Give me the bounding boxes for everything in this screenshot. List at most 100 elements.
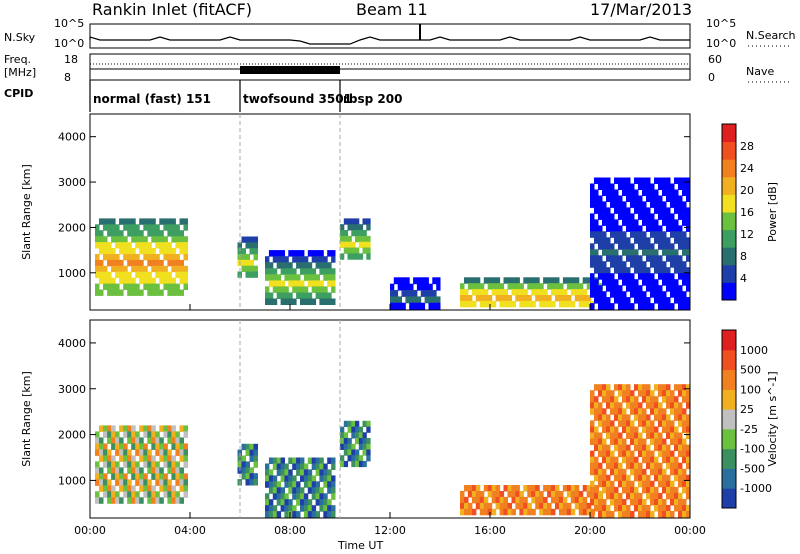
velocity-cell [519, 491, 524, 498]
velocity-cell [646, 450, 651, 458]
power-cell [539, 300, 544, 308]
velocity-cell [610, 438, 615, 445]
velocity-colorbar-cell [722, 468, 736, 489]
velocity-cell [475, 496, 481, 504]
velocity-cell [590, 396, 595, 403]
power-cell [626, 267, 631, 274]
velocity-cell [630, 438, 635, 445]
velocity-cell [662, 414, 667, 421]
velocity-cell [590, 402, 595, 409]
velocity-cell [167, 467, 172, 474]
power-cell [602, 261, 607, 268]
power-cell [175, 236, 180, 243]
velocity-cell [666, 450, 671, 458]
power-cell [674, 207, 679, 214]
power-cell [614, 195, 619, 202]
velocity-cell [574, 496, 580, 504]
velocity-cell [602, 390, 607, 397]
power-cell [351, 218, 356, 225]
power-cell [674, 189, 679, 196]
velocity-cell [147, 461, 152, 468]
velocity-cell [670, 408, 675, 415]
power-cell [630, 291, 635, 298]
power-cell [570, 283, 576, 290]
velocity-cell [610, 408, 615, 415]
cpid-label: CPID [4, 87, 34, 100]
velocity-cell [662, 499, 667, 506]
power-cell [307, 292, 313, 299]
velocity-cell [123, 491, 128, 498]
velocity-cell [622, 438, 627, 445]
velocity-cell [139, 449, 144, 456]
power-cell [119, 218, 124, 225]
velocity-cell [670, 462, 675, 470]
velocity-cell [682, 474, 687, 482]
velocity-cell [646, 474, 651, 482]
velocity-cell [670, 432, 675, 439]
power-cell [531, 283, 536, 290]
power-cell [686, 267, 691, 274]
velocity-cell [618, 511, 623, 518]
velocity-cell [582, 508, 588, 516]
power-cell [99, 271, 104, 279]
power-cell [265, 268, 270, 275]
velocity-cell [99, 485, 104, 492]
power-cell [626, 219, 631, 226]
power-cell [119, 271, 124, 279]
velocity-cell [135, 443, 140, 450]
power-cell [602, 207, 607, 214]
velocity-cell [159, 473, 164, 480]
velocity-cell [614, 432, 619, 439]
velocity-cell [515, 496, 520, 504]
power-cell [678, 207, 683, 214]
velocity-cell [507, 491, 512, 498]
velocity-cell [300, 475, 305, 482]
power-cell [614, 225, 619, 232]
velocity-cell [487, 502, 493, 510]
velocity-cell [638, 432, 643, 439]
velocity-cell [103, 491, 108, 498]
power-cell [638, 273, 643, 280]
velocity-cell [634, 492, 639, 500]
velocity-cell [245, 461, 250, 468]
velocity-cell [614, 505, 619, 512]
power-cell [179, 230, 184, 237]
velocity-cell [566, 502, 572, 510]
power-cell [590, 183, 595, 190]
power-cell [303, 268, 309, 275]
velocity-cell [119, 479, 124, 486]
power-cell [95, 283, 100, 290]
power-cell [622, 261, 627, 268]
power-cell [650, 201, 655, 208]
power-cell [99, 265, 104, 273]
velocity-cell [179, 497, 184, 504]
power-cell [483, 277, 489, 284]
velocity-cell [598, 505, 603, 512]
power-cell [650, 231, 655, 238]
velocity-cell [331, 511, 336, 518]
velocity-cell [123, 485, 128, 492]
power-cell [598, 291, 603, 298]
velocity-cell [666, 432, 671, 439]
velocity-cell [464, 485, 469, 492]
velocity-cell [654, 499, 659, 506]
power-cell [471, 289, 477, 296]
velocity-cell [674, 499, 679, 506]
velocity-cell [143, 431, 148, 438]
velocity-cell [507, 485, 512, 492]
velocity-cell [351, 420, 356, 427]
power-cell [167, 277, 172, 285]
velocity-cell [319, 457, 324, 464]
power-cell [280, 292, 285, 299]
power-cell [547, 295, 552, 302]
velocity-cell [682, 511, 687, 518]
power-cell [642, 177, 647, 184]
power-cell [618, 267, 623, 274]
power-cell [670, 255, 675, 262]
velocity-cell [249, 479, 254, 486]
velocity-colorbar-cell [722, 330, 736, 351]
velocity-cell [678, 468, 683, 476]
velocity-cell [151, 467, 156, 474]
velocity-cell [475, 491, 481, 498]
power-cell [674, 201, 679, 208]
